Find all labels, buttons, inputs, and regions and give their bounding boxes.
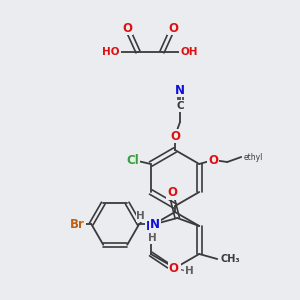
Text: ethyl: ethyl [243,152,262,161]
Text: CH₃: CH₃ [220,254,240,264]
Text: O: O [167,187,177,200]
Text: H: H [148,233,157,243]
Text: N: N [175,83,185,97]
Text: H: H [184,266,194,276]
Text: Cl: Cl [126,154,139,166]
Text: O: O [122,22,132,34]
Text: O: O [168,22,178,34]
Text: C: C [176,101,184,111]
Text: O: O [169,262,179,275]
Text: N: N [170,262,180,275]
Text: OH: OH [180,47,198,57]
Text: H: H [136,211,145,221]
Text: HO: HO [102,47,120,57]
Text: N: N [150,218,160,230]
Text: O: O [208,154,218,166]
Text: N: N [146,220,156,232]
Text: O: O [170,130,180,142]
Text: Br: Br [70,218,85,230]
